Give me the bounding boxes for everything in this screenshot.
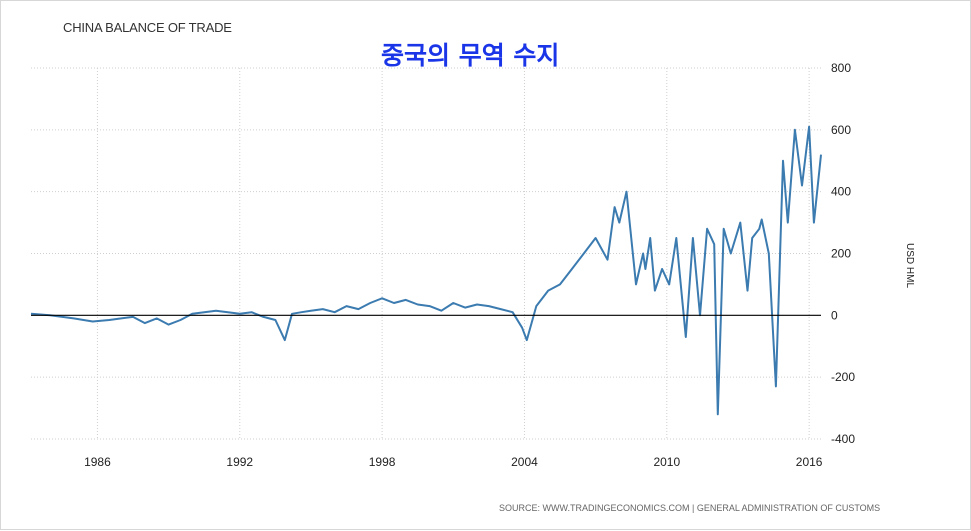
y-axis-label: USD HML xyxy=(904,243,915,288)
y-tick-label: 200 xyxy=(831,247,851,261)
y-tick-label: 0 xyxy=(831,308,838,322)
x-tick-label: 1986 xyxy=(84,455,111,469)
y-tick-label: -200 xyxy=(831,370,855,384)
y-tick-label: 600 xyxy=(831,123,851,137)
chart-title: CHINA BALANCE OF TRADE xyxy=(63,20,232,35)
x-tick-label: 1998 xyxy=(369,455,396,469)
y-tick-label: -400 xyxy=(831,432,855,446)
y-tick-label: 400 xyxy=(831,185,851,199)
x-tick-label: 1992 xyxy=(226,455,253,469)
x-tick-label: 2004 xyxy=(511,455,538,469)
y-tick-label: 800 xyxy=(831,61,851,75)
x-tick-label: 2016 xyxy=(796,455,823,469)
series-layer xyxy=(30,125,822,416)
trade-balance-line xyxy=(30,125,822,416)
overlay-title: 중국의 무역 수지 xyxy=(381,41,559,70)
gridlines xyxy=(31,67,821,440)
source-text: SOURCE: WWW.TRADINGECONOMICS.COM | GENER… xyxy=(499,503,880,513)
axes: 800 600 400 200 0 -200 -400 1986 1992 1998 2004 201… xyxy=(31,61,855,469)
x-tick-label: 2010 xyxy=(653,455,680,469)
